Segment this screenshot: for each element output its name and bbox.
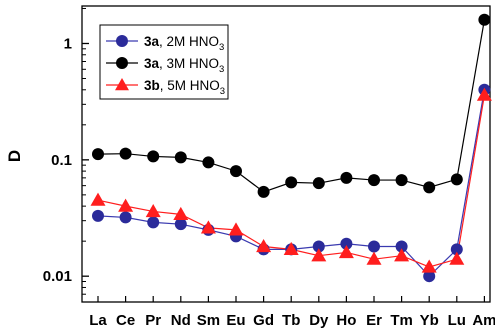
x-tick-label: Sm (197, 312, 220, 329)
data-point-series-3 (173, 206, 189, 220)
data-point-series-3 (90, 192, 106, 206)
data-point-series-2 (340, 171, 353, 184)
data-point-series-3 (449, 251, 465, 265)
data-point-series-1 (423, 270, 436, 283)
y-tick-label: 0.01 (43, 268, 72, 285)
legend: 3a, 2M HNO3 3a, 3M HNO3 3b, 5M HNO3 (99, 24, 229, 100)
data-point-series-1 (147, 216, 160, 229)
x-tick-label: Lu (448, 312, 466, 329)
data-point-series-1 (174, 218, 187, 231)
x-tick-label: Eu (226, 312, 245, 329)
data-point-series-3 (200, 220, 216, 234)
data-point-series-3 (145, 203, 161, 218)
legend-marker-3 (115, 78, 129, 91)
data-point-series-2 (395, 174, 408, 187)
x-tick-label: Gd (253, 312, 274, 329)
data-point-series-3 (421, 259, 437, 273)
x-tick-label: Dy (309, 312, 329, 329)
y-tick-label: 1 (64, 35, 72, 52)
data-point-series-1 (340, 237, 353, 250)
data-point-series-2 (450, 173, 463, 186)
data-point-series-3 (311, 248, 327, 262)
series-markers (90, 13, 492, 283)
x-tick-label: Er (366, 312, 382, 329)
data-point-series-2 (92, 148, 104, 161)
data-point-series-3 (118, 198, 134, 212)
data-point-series-3 (366, 251, 382, 265)
x-tick-label: Pr (145, 312, 161, 329)
x-tick-label: Ce (116, 312, 135, 329)
x-tick-label: Yb (420, 312, 439, 329)
data-point-series-2 (174, 151, 187, 164)
legend-label-2: 3a, 3M HNO3 (144, 56, 224, 75)
data-point-series-3 (476, 87, 492, 101)
data-point-series-1 (368, 240, 380, 253)
data-point-series-1 (119, 211, 132, 224)
data-point-series-2 (312, 177, 325, 190)
x-axis: La Ce Pr Nd Sm Eu Gd Tb Dy Ho Er Tm Yb Lu Am (89, 296, 495, 329)
data-point-series-3 (338, 244, 354, 259)
y-tick-label: 0.1 (51, 152, 72, 169)
data-point-series-2 (230, 165, 242, 178)
legend-marker-2 (116, 57, 128, 69)
data-point-series-2 (423, 181, 436, 194)
x-tick-label: Tb (282, 312, 300, 329)
legend-label-1: 3a, 2M HNO3 (144, 34, 224, 53)
data-point-series-2 (147, 150, 160, 163)
x-tick-label: Am (472, 312, 495, 329)
data-point-series-2 (119, 147, 132, 160)
x-tick-label: Tm (390, 312, 413, 329)
data-point-series-3 (394, 248, 410, 262)
x-tick-label: La (89, 312, 107, 329)
data-point-series-1 (450, 243, 463, 256)
data-point-series-2 (257, 185, 270, 198)
legend-label-3: 3b, 5M HNO3 (144, 78, 225, 97)
data-point-series-3 (283, 241, 299, 256)
data-point-series-2 (285, 176, 298, 189)
data-point-series-3 (228, 222, 244, 236)
data-point-series-1 (312, 240, 325, 253)
data-point-series-1 (395, 240, 408, 253)
data-point-series-2 (478, 13, 491, 26)
data-point-series-1 (92, 209, 104, 222)
plot-frame (81, 5, 491, 303)
y-axis-title: D (5, 150, 24, 162)
data-point-series-2 (368, 174, 380, 187)
data-point-series-2 (202, 156, 215, 169)
data-point-series-3 (256, 238, 272, 253)
y-axis: 1 0.1 0.01 (43, 7, 89, 303)
x-tick-label: Nd (171, 312, 191, 329)
x-tick-label: Ho (336, 312, 356, 329)
legend-marker-1 (116, 35, 128, 47)
